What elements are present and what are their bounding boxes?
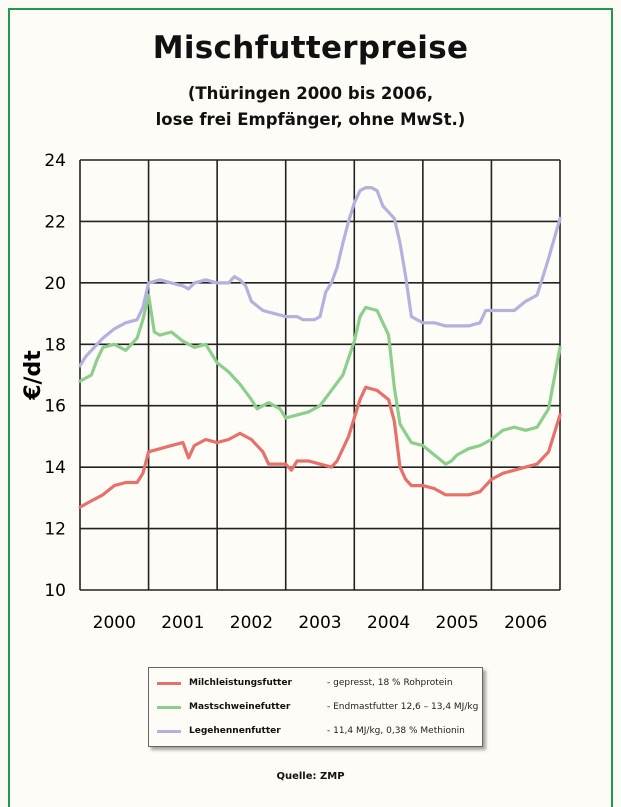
y-axis-label: €/dt	[21, 350, 46, 401]
x-tick-label: 2005	[436, 613, 479, 633]
y-tick-label: 10	[44, 581, 66, 601]
y-tick-label: 18	[44, 335, 66, 355]
x-tick-label: 2002	[230, 613, 273, 633]
chart-legend: Milchleistungsfutter - gepresst, 18 % Ro…	[148, 667, 483, 747]
legend-name: Legehennenfutter	[189, 726, 281, 736]
legend-swatch-mastschweinefutter	[157, 705, 181, 709]
y-tick-label: 24	[44, 151, 66, 171]
x-tick-label: 2004	[367, 613, 410, 633]
legend-name: Mastschweinefutter	[189, 702, 291, 712]
x-tick-label: 2006	[504, 613, 547, 633]
chart-title: Mischfutterpreise	[152, 30, 469, 66]
chart-subtitle-line-2: lose frei Empfänger, ohne MwSt.)	[155, 110, 466, 129]
legend-description: - Endmastfutter 12,6 – 13,4 MJ/kg	[327, 702, 479, 712]
series-lines	[78, 186, 562, 509]
x-tick-labels: 2000 2001 2002 2003 2004 2005 2006	[93, 613, 548, 633]
legend-description: - gepresst, 18 % Rohprotein	[327, 678, 453, 688]
y-tick-label: 16	[44, 397, 66, 417]
legend-name: Milchleistungsfutter	[189, 678, 292, 688]
legend-item-legehennenfutter: Legehennenfutter - 11,4 MJ/kg, 0,38 % Me…	[157, 721, 465, 741]
y-tick-label: 20	[44, 274, 66, 294]
plot-area	[80, 160, 560, 590]
y-tick-label: 14	[44, 458, 66, 478]
x-tick-label: 2000	[93, 613, 136, 633]
legend-swatch-milchleistungsfutter	[157, 681, 181, 685]
legend-item-mastschweinefutter: Mastschweinefutter - Endmastfutter 12,6 …	[157, 697, 478, 717]
chart-subtitle-line-1: (Thüringen 2000 bis 2006,	[187, 84, 434, 103]
source-note: Quelle: ZMP	[276, 771, 345, 782]
legend-swatch-legehennenfutter	[157, 729, 181, 733]
series-line-mastschweinefutter	[78, 293, 562, 466]
series-line-legehennenfutter	[78, 186, 562, 368]
series-line-milchleistungsfutter	[78, 385, 562, 509]
x-tick-label: 2001	[161, 613, 204, 633]
legend-description: - 11,4 MJ/kg, 0,38 % Methionin	[327, 726, 465, 736]
x-tick-label: 2003	[298, 613, 341, 633]
y-tick-label: 22	[44, 212, 66, 232]
legend-item-milchleistungsfutter: Milchleistungsfutter - gepresst, 18 % Ro…	[157, 673, 453, 693]
y-tick-labels: 10 12 14 16 18 20 22 24	[44, 151, 66, 601]
y-tick-label: 12	[44, 520, 66, 540]
